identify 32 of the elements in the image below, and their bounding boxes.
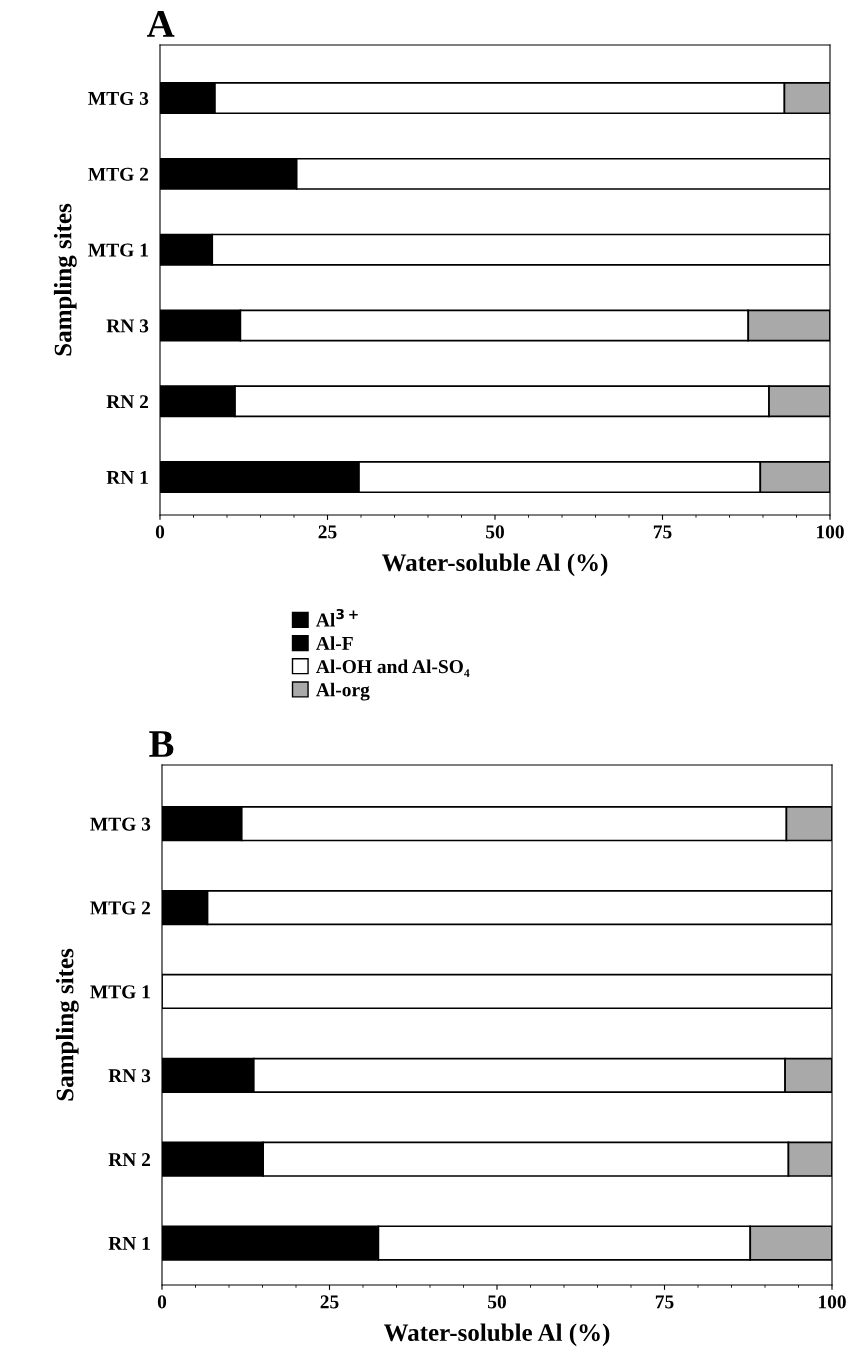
legend-label: Al-F	[316, 636, 353, 650]
legend-label: Al-org	[316, 682, 370, 701]
y-tick-label: RN 1	[108, 1236, 150, 1250]
x-tick-label: 50	[486, 525, 504, 539]
chart-title: B	[149, 731, 174, 757]
y-tick-label: RN 3	[108, 1069, 151, 1083]
y-axis-title: Sampling sites	[53, 203, 77, 356]
x-tick-label: 100	[816, 525, 844, 539]
y-axis-title: Sampling sites	[55, 948, 79, 1101]
x-tick-label: 25	[318, 525, 337, 539]
x-tick-label: 75	[653, 525, 672, 539]
x-tick-label: 25	[320, 1295, 339, 1309]
x-tick-label: 0	[155, 525, 165, 539]
y-tick-label: RN 2	[106, 395, 149, 409]
y-tick-label: MTG 1	[90, 985, 150, 999]
x-tick-label: 75	[655, 1295, 674, 1309]
x-tick-label: 100	[818, 1295, 846, 1309]
y-tick-label: MTG 2	[90, 901, 151, 915]
y-tick-label: RN 1	[106, 471, 148, 484]
chart-title: A	[146, 11, 175, 37]
y-tick-label: MTG 3	[90, 817, 151, 831]
x-axis-title: Water-soluble Al (%)	[381, 553, 608, 577]
y-tick-label: MTG 2	[88, 167, 149, 181]
y-tick-label: MTG 3	[88, 91, 149, 105]
legend-label: Al-OH and Al-SO₄	[316, 659, 470, 677]
x-tick-label: 0	[157, 1295, 167, 1309]
y-tick-label: MTG 1	[88, 243, 148, 257]
y-tick-label: RN 2	[108, 1153, 151, 1166]
legend-label: Al$^{3+}$	[316, 608, 358, 627]
x-tick-label: 50	[488, 1295, 506, 1309]
x-axis-title: Water-soluble Al (%)	[383, 1323, 610, 1347]
y-tick-label: RN 3	[106, 319, 149, 333]
